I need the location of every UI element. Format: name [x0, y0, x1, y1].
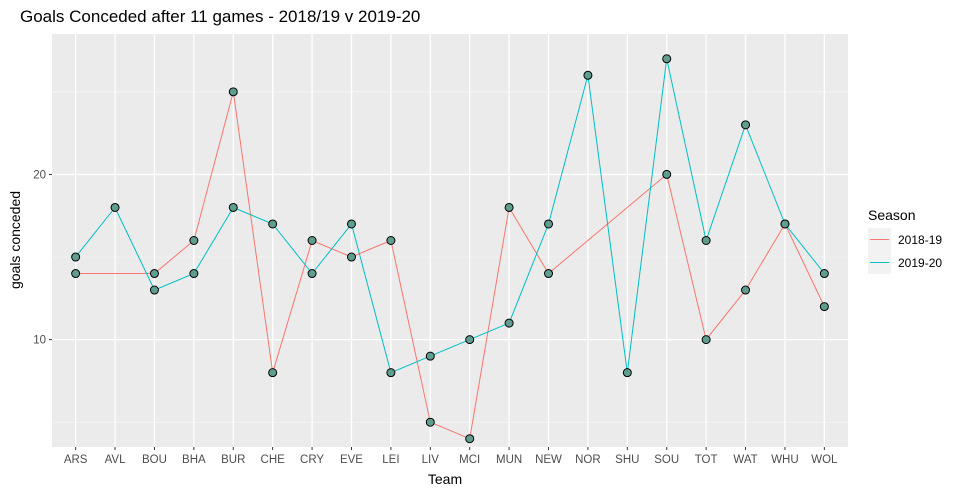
series-line-2019-20	[75, 58, 825, 374]
y-tick-label: 20	[33, 169, 46, 181]
series-points	[71, 54, 829, 444]
data-point	[149, 269, 159, 279]
data-point	[544, 219, 554, 229]
legend-label: 2019-20	[898, 256, 942, 270]
data-point	[71, 269, 81, 279]
x-tick-label: SOU	[654, 454, 679, 466]
data-point	[149, 285, 159, 295]
data-point	[386, 236, 396, 245]
data-point	[346, 252, 356, 262]
x-tick-label: AVL	[105, 454, 126, 466]
x-axis: ARS AVL BOU BHA BUR CHE CRY EVE LEI LIV MCI MUN NEW N…	[64, 447, 838, 466]
y-axis-title: goals conceded	[7, 191, 23, 289]
x-tick-label: WAT	[733, 454, 757, 466]
x-tick-label: NEW	[535, 454, 562, 466]
data-point	[425, 351, 435, 361]
data-point	[819, 302, 829, 312]
data-point	[346, 219, 356, 229]
y-tick-label: 10	[33, 335, 46, 347]
data-point	[228, 202, 238, 212]
x-tick-label: BHA	[182, 454, 206, 466]
data-point	[465, 434, 475, 444]
y-axis: 10 20	[33, 169, 52, 347]
data-point	[268, 368, 278, 378]
x-tick-label: NOR	[575, 454, 601, 466]
x-tick-label: ARS	[64, 454, 88, 466]
data-point	[189, 236, 199, 245]
data-point	[544, 269, 554, 279]
legend: Season 2018-19 2019-20	[868, 207, 942, 274]
x-tick-label: BUR	[221, 454, 245, 466]
data-point	[583, 70, 593, 80]
data-point	[741, 285, 751, 295]
x-tick-label: MUN	[496, 454, 522, 466]
x-tick-label: SHU	[615, 454, 639, 466]
x-axis-title: Team	[428, 471, 462, 487]
legend-label: 2018-19	[898, 233, 942, 247]
chart-title: Goals Conceded after 11 games - 2018/19 …	[20, 7, 420, 26]
plot-panel	[52, 34, 848, 447]
data-point	[662, 169, 672, 179]
x-tick-label: LIV	[422, 454, 440, 466]
x-tick-label: WOL	[811, 454, 838, 466]
data-point	[110, 202, 120, 212]
data-point	[662, 54, 672, 64]
data-point	[71, 252, 81, 262]
legend-title: Season	[868, 207, 915, 223]
data-point	[307, 236, 317, 245]
data-point	[465, 335, 475, 345]
data-point	[741, 120, 751, 130]
data-point	[189, 269, 199, 279]
data-point	[386, 368, 396, 378]
x-tick-label: BOU	[142, 454, 167, 466]
data-point	[780, 219, 790, 229]
data-point	[228, 87, 238, 97]
x-tick-label: LEI	[382, 454, 399, 466]
data-point	[268, 219, 278, 229]
data-point	[504, 202, 514, 212]
x-tick-label: WHU	[771, 454, 798, 466]
x-tick-label: CRY	[300, 454, 324, 466]
data-point	[622, 368, 632, 378]
x-tick-label: CHE	[261, 454, 286, 466]
x-tick-label: EVE	[340, 454, 363, 466]
data-point	[504, 318, 514, 328]
x-tick-label: TOT	[695, 454, 718, 466]
data-point	[701, 335, 711, 345]
data-point	[819, 269, 829, 279]
data-point	[425, 417, 435, 427]
data-point	[701, 236, 711, 245]
x-tick-label: MCI	[459, 454, 480, 466]
data-point	[307, 269, 317, 279]
